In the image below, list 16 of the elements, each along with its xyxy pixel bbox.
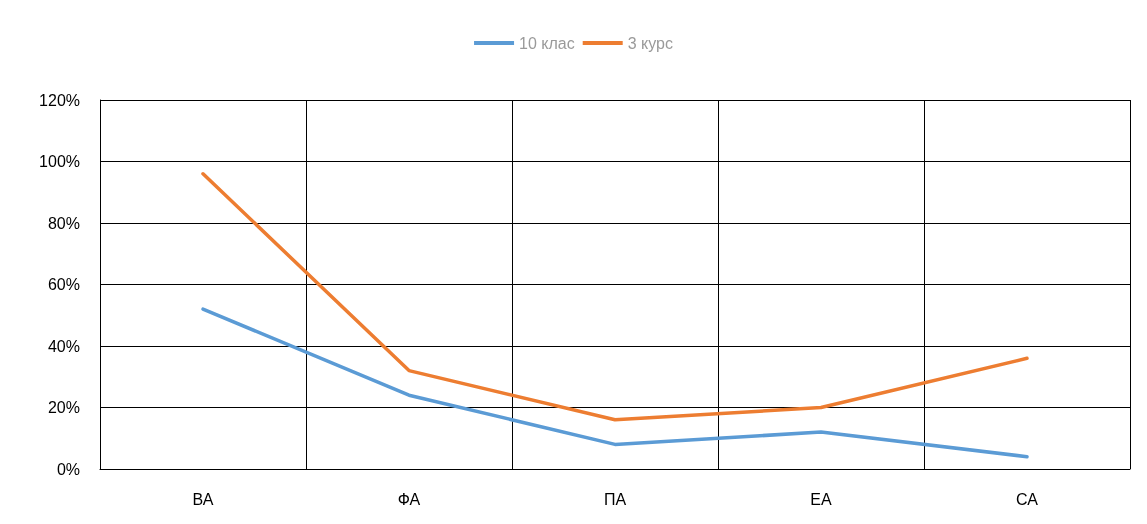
line-series — [201, 307, 1029, 459]
x-tick-label: ЕА — [810, 490, 832, 508]
y-tick-label: 80% — [47, 214, 80, 232]
legend-label: 3 курс — [627, 34, 673, 52]
x-tick-label: СА — [1016, 490, 1039, 508]
y-tick-label: 40% — [47, 337, 80, 355]
x-tick-label: ПА — [603, 490, 627, 508]
line-series — [201, 172, 1029, 422]
y-tick-label: 100% — [39, 153, 80, 170]
y-tick-label: 60% — [47, 276, 80, 293]
y-tick-label: 120% — [39, 91, 80, 109]
x-tick-label: ВА — [192, 490, 214, 508]
y-tick-label: 20% — [47, 399, 80, 416]
legend-label: 10 клас — [519, 34, 575, 52]
y-tick-label: 0% — [56, 460, 80, 478]
x-tick-label: ФА — [397, 490, 421, 508]
